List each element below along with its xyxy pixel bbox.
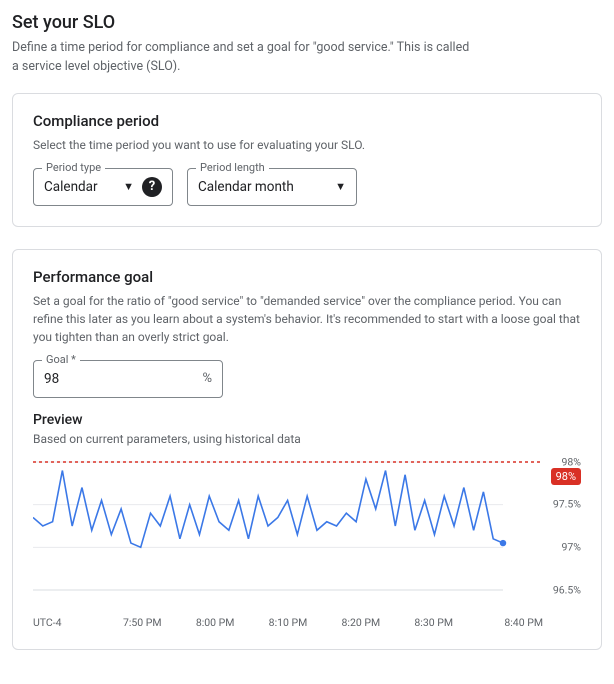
goal-value: 98: [44, 371, 202, 387]
performance-heading: Performance goal: [33, 268, 581, 286]
page-subtitle: Define a time period for compliance and …: [12, 39, 472, 77]
y-axis-label: 96.5%: [553, 583, 581, 596]
x-axis-label: 8:10 PM: [252, 616, 325, 629]
compliance-desc: Select the time period you want to use f…: [33, 136, 581, 154]
y-axis-label: 98%: [562, 455, 582, 468]
compliance-card: Compliance period Select the time period…: [12, 93, 602, 227]
period-type-value: Calendar: [44, 179, 115, 195]
x-axis-label: 8:00 PM: [179, 616, 252, 629]
chart-svg: [33, 456, 543, 596]
period-length-select[interactable]: Period length Calendar month ▼: [187, 168, 357, 206]
period-type-label: Period type: [42, 161, 105, 174]
x-axis-label: 8:20 PM: [324, 616, 397, 629]
y-axis-label: 97%: [562, 540, 582, 553]
preview-sub: Based on current parameters, using histo…: [33, 432, 581, 446]
period-type-select[interactable]: Period type Calendar ▼ ?: [33, 168, 173, 206]
page-title: Set your SLO: [12, 12, 602, 33]
period-length-value: Calendar month: [198, 179, 327, 195]
preview-chart: 98% 98% 97.5% 97% 96.5%: [33, 456, 581, 616]
goal-input[interactable]: Goal * 98 %: [33, 360, 223, 398]
period-length-label: Period length: [196, 161, 269, 174]
goal-label: Goal *: [42, 353, 80, 366]
chevron-down-icon: ▼: [123, 180, 134, 193]
performance-card: Performance goal Set a goal for the rati…: [12, 249, 602, 650]
goal-suffix: %: [202, 371, 212, 386]
x-axis-label: 8:40 PM: [470, 616, 543, 629]
chevron-down-icon: ▼: [335, 180, 346, 193]
performance-desc: Set a goal for the ratio of "good servic…: [33, 292, 581, 346]
y-axis-label: 97.5%: [553, 498, 581, 511]
goal-badge: 98%: [551, 468, 581, 485]
x-axis-label: 7:50 PM: [106, 616, 179, 629]
help-icon[interactable]: ?: [142, 177, 162, 197]
x-axis-label: 8:30 PM: [397, 616, 470, 629]
x-axis-label: UTC-4: [33, 616, 106, 629]
x-axis: UTC-47:50 PM8:00 PM8:10 PM8:20 PM8:30 PM…: [33, 616, 543, 629]
compliance-heading: Compliance period: [33, 112, 581, 130]
preview-heading: Preview: [33, 412, 581, 428]
